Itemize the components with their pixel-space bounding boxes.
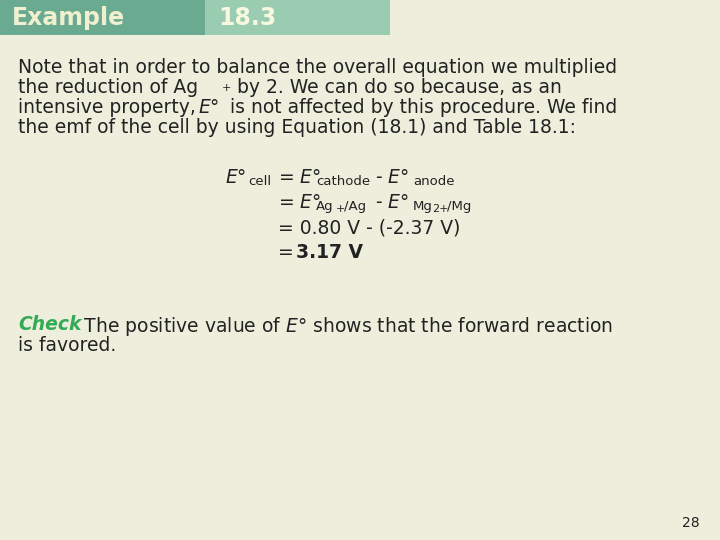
Text: +: + (222, 83, 231, 93)
Text: anode: anode (413, 175, 454, 188)
Text: intensive property,: intensive property, (18, 98, 202, 117)
Text: by 2. We can do so because, as an: by 2. We can do so because, as an (231, 78, 562, 97)
Text: $\it{E}$°: $\it{E}$° (225, 168, 246, 187)
Text: /Mg: /Mg (447, 200, 472, 213)
Text: +: + (336, 204, 346, 214)
Text: Mg: Mg (413, 200, 433, 213)
Text: The positive value of $\it{E}$° shows that the forward reaction: The positive value of $\it{E}$° shows th… (78, 315, 613, 338)
Text: = $\it{E}$°: = $\it{E}$° (278, 168, 321, 187)
Text: = 0.80 V - (-2.37 V): = 0.80 V - (-2.37 V) (278, 218, 460, 237)
Bar (0, 0, 205, 35)
Text: - $\it{E}$°: - $\it{E}$° (375, 193, 409, 212)
Text: Note that in order to balance the overall equation we multiplied: Note that in order to balance the overal… (18, 58, 617, 77)
Bar (205, 0, 390, 35)
Text: Example: Example (12, 6, 125, 30)
Text: cell: cell (248, 175, 271, 188)
Text: is not affected by this procedure. We find: is not affected by this procedure. We fi… (224, 98, 617, 117)
Text: Ag: Ag (316, 200, 333, 213)
Text: $\it{E}$°: $\it{E}$° (198, 98, 220, 117)
Text: the reduction of Ag: the reduction of Ag (18, 78, 198, 97)
Text: - $\it{E}$°: - $\it{E}$° (375, 168, 409, 187)
Text: /Ag: /Ag (344, 200, 366, 213)
Text: 28: 28 (683, 516, 700, 530)
Text: 3.17 V: 3.17 V (296, 243, 363, 262)
Text: 18.3: 18.3 (218, 6, 276, 30)
Text: the emf of the cell by using Equation (18.1) and Table 18.1:: the emf of the cell by using Equation (1… (18, 118, 576, 137)
Text: 2+: 2+ (432, 204, 449, 214)
Text: is favored.: is favored. (18, 336, 116, 355)
Text: cathode: cathode (316, 175, 370, 188)
Text: = $\it{E}$°: = $\it{E}$° (278, 193, 321, 212)
Text: =: = (278, 243, 300, 262)
Text: Check: Check (18, 315, 81, 334)
